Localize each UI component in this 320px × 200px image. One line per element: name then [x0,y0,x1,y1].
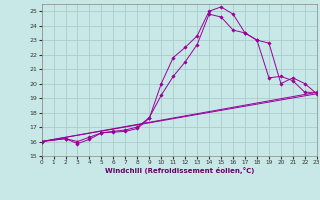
X-axis label: Windchill (Refroidissement éolien,°C): Windchill (Refroidissement éolien,°C) [105,167,254,174]
